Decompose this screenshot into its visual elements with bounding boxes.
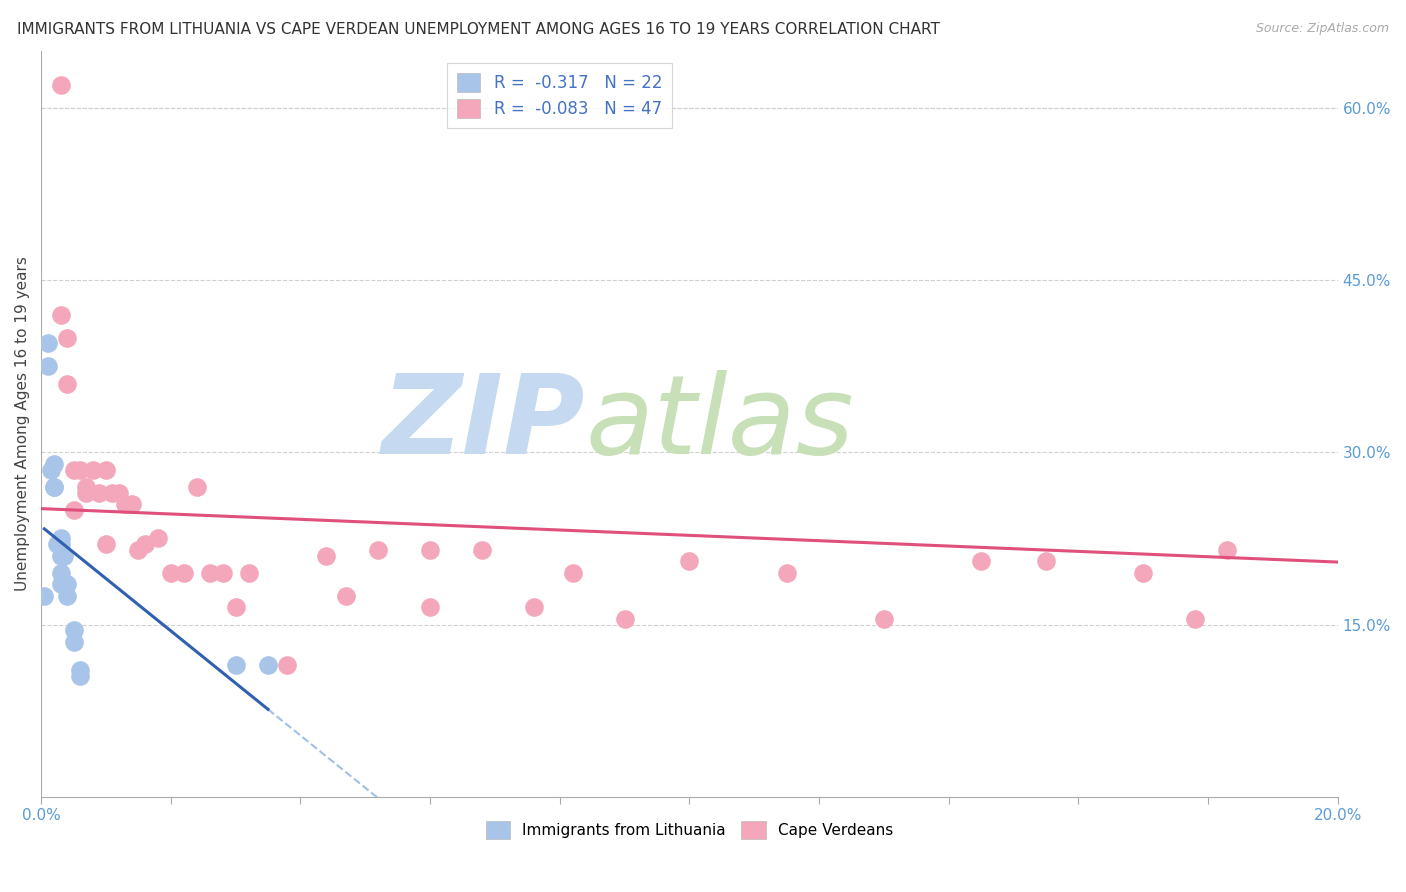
Point xyxy=(94,537,117,551)
Point xyxy=(1184,612,1206,626)
Point xyxy=(367,543,389,558)
Point xyxy=(114,497,136,511)
Point xyxy=(39,462,62,476)
Point xyxy=(62,634,84,648)
Point xyxy=(49,549,72,563)
Point xyxy=(186,480,208,494)
Point xyxy=(1216,543,1239,558)
Text: atlas: atlas xyxy=(586,370,855,477)
Point xyxy=(1132,566,1154,580)
Point xyxy=(101,485,124,500)
Point xyxy=(56,376,79,391)
Point xyxy=(76,480,98,494)
Point xyxy=(108,485,131,500)
Point xyxy=(42,457,65,471)
Point xyxy=(276,657,298,672)
Point xyxy=(613,612,636,626)
Point xyxy=(69,669,91,683)
Point xyxy=(37,336,59,351)
Point xyxy=(173,566,195,580)
Point xyxy=(127,543,149,558)
Text: IMMIGRANTS FROM LITHUANIA VS CAPE VERDEAN UNEMPLOYMENT AMONG AGES 16 TO 19 YEARS: IMMIGRANTS FROM LITHUANIA VS CAPE VERDEA… xyxy=(17,22,939,37)
Point xyxy=(257,657,280,672)
Point xyxy=(69,462,91,476)
Point xyxy=(419,600,441,615)
Point xyxy=(42,480,65,494)
Text: Source: ZipAtlas.com: Source: ZipAtlas.com xyxy=(1256,22,1389,36)
Point xyxy=(69,664,91,678)
Point xyxy=(873,612,896,626)
Point xyxy=(62,624,84,638)
Point xyxy=(121,497,143,511)
Point xyxy=(238,566,260,580)
Point xyxy=(146,532,169,546)
Point xyxy=(523,600,546,615)
Point xyxy=(89,485,111,500)
Point xyxy=(37,359,59,374)
Point xyxy=(225,600,247,615)
Point xyxy=(56,330,79,344)
Point xyxy=(49,532,72,546)
Point xyxy=(42,480,65,494)
Point xyxy=(134,537,156,551)
Point xyxy=(34,589,56,603)
Text: ZIP: ZIP xyxy=(382,370,586,477)
Point xyxy=(52,549,75,563)
Point xyxy=(315,549,337,563)
Point xyxy=(56,577,79,591)
Point xyxy=(46,537,69,551)
Point xyxy=(62,502,84,516)
Point xyxy=(82,462,104,476)
Point xyxy=(49,78,72,92)
Point xyxy=(94,462,117,476)
Point xyxy=(49,308,72,322)
Point xyxy=(471,543,494,558)
Point xyxy=(225,657,247,672)
Point xyxy=(1035,554,1057,568)
Y-axis label: Unemployment Among Ages 16 to 19 years: Unemployment Among Ages 16 to 19 years xyxy=(15,256,30,591)
Point xyxy=(970,554,993,568)
Point xyxy=(49,566,72,580)
Point xyxy=(335,589,357,603)
Point xyxy=(211,566,233,580)
Point xyxy=(62,462,84,476)
Point xyxy=(561,566,583,580)
Point xyxy=(76,485,98,500)
Legend: R =  -0.317   N = 22, R =  -0.083   N = 47: R = -0.317 N = 22, R = -0.083 N = 47 xyxy=(447,62,672,128)
Point xyxy=(159,566,181,580)
Point xyxy=(419,543,441,558)
Point xyxy=(775,566,797,580)
Point xyxy=(56,589,79,603)
Point xyxy=(678,554,700,568)
Point xyxy=(198,566,221,580)
Point xyxy=(49,577,72,591)
Point xyxy=(49,537,72,551)
